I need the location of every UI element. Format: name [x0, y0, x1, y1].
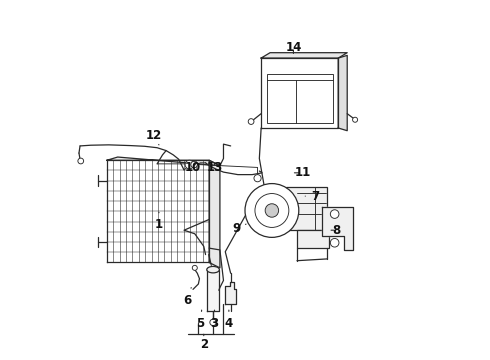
Polygon shape — [338, 55, 347, 131]
Text: 9: 9 — [232, 222, 246, 235]
Text: 1: 1 — [155, 212, 163, 231]
Circle shape — [245, 184, 299, 237]
Text: 6: 6 — [183, 288, 192, 307]
Text: 14: 14 — [285, 41, 302, 54]
Circle shape — [248, 119, 254, 125]
Circle shape — [185, 160, 194, 169]
Circle shape — [210, 319, 216, 325]
Circle shape — [353, 117, 358, 122]
Text: 10: 10 — [185, 161, 201, 174]
Polygon shape — [322, 207, 353, 250]
Bar — [297, 230, 329, 248]
Polygon shape — [225, 282, 236, 304]
Circle shape — [265, 204, 279, 217]
Polygon shape — [207, 270, 219, 311]
Circle shape — [191, 161, 197, 168]
Text: 11: 11 — [294, 166, 311, 179]
Polygon shape — [107, 157, 220, 166]
Text: 5: 5 — [196, 310, 204, 330]
Circle shape — [330, 210, 339, 219]
Bar — [267, 74, 333, 123]
Circle shape — [254, 175, 261, 182]
Circle shape — [192, 265, 197, 270]
Text: 12: 12 — [146, 129, 162, 145]
Polygon shape — [209, 160, 220, 268]
Circle shape — [78, 158, 84, 164]
Text: 4: 4 — [225, 310, 233, 330]
Polygon shape — [261, 58, 338, 128]
Bar — [286, 187, 327, 230]
Text: 3: 3 — [211, 310, 219, 330]
Text: 7: 7 — [305, 190, 319, 203]
Circle shape — [255, 194, 289, 228]
Circle shape — [330, 238, 339, 247]
Text: 8: 8 — [331, 224, 341, 237]
Text: 13: 13 — [206, 161, 222, 174]
Polygon shape — [261, 53, 347, 58]
Ellipse shape — [207, 266, 220, 273]
Polygon shape — [107, 160, 209, 262]
Text: 2: 2 — [200, 334, 208, 351]
